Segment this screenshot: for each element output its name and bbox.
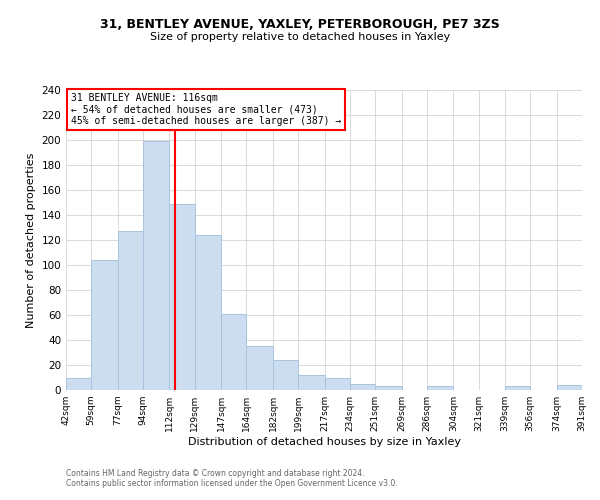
Text: 31 BENTLEY AVENUE: 116sqm
← 54% of detached houses are smaller (473)
45% of semi: 31 BENTLEY AVENUE: 116sqm ← 54% of detac… (71, 93, 341, 126)
Bar (91, 260, 118, 390)
Bar (350, 384, 375, 390)
Text: Contains public sector information licensed under the Open Government Licence v3: Contains public sector information licen… (66, 478, 398, 488)
Bar (194, 235, 221, 390)
Y-axis label: Number of detached properties: Number of detached properties (26, 152, 36, 328)
Text: 31, BENTLEY AVENUE, YAXLEY, PETERBOROUGH, PE7 3ZS: 31, BENTLEY AVENUE, YAXLEY, PETERBOROUGH… (100, 18, 500, 30)
Bar (557, 385, 582, 390)
Text: Size of property relative to detached houses in Yaxley: Size of property relative to detached ho… (150, 32, 450, 42)
Bar (66, 378, 91, 390)
Bar (505, 386, 530, 390)
Bar (169, 204, 194, 390)
Bar (247, 346, 273, 390)
Bar (273, 360, 298, 390)
Bar (143, 141, 169, 390)
Bar (221, 314, 247, 390)
Bar (325, 378, 350, 390)
Text: Contains HM Land Registry data © Crown copyright and database right 2024.: Contains HM Land Registry data © Crown c… (66, 468, 365, 477)
Bar (375, 386, 401, 390)
Bar (118, 231, 143, 390)
X-axis label: Distribution of detached houses by size in Yaxley: Distribution of detached houses by size … (187, 437, 461, 447)
Bar (427, 386, 454, 390)
Bar (298, 375, 325, 390)
